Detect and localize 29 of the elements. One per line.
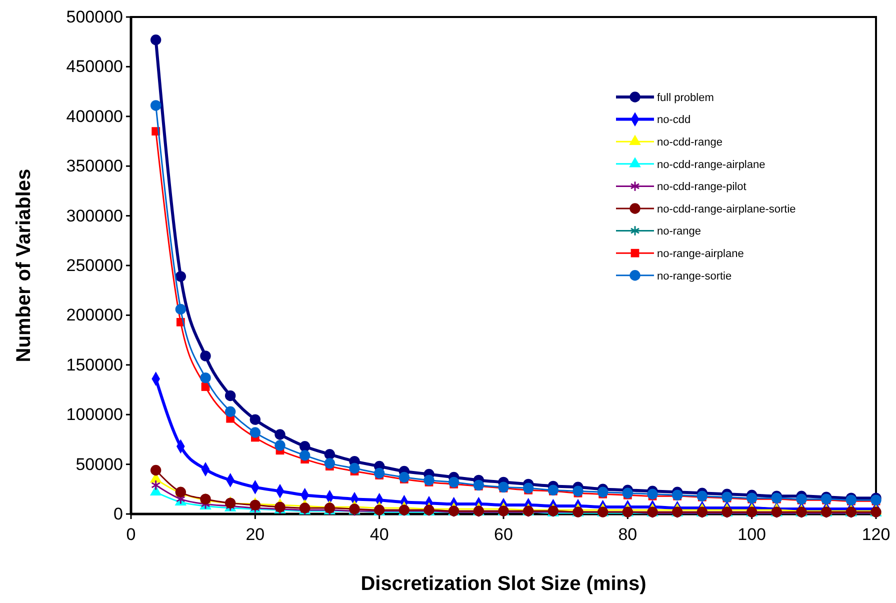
y-tick-label: 250000 (66, 256, 123, 275)
y-tick-label: 450000 (66, 57, 123, 76)
legend-label: no-cdd-range-pilot (657, 181, 746, 194)
x-tick-label: 80 (618, 524, 638, 544)
y-tick-label: 50000 (76, 454, 123, 474)
legend-label: no-range (657, 226, 702, 238)
legend-label: no-cdd-range (657, 136, 722, 148)
y-tick-label: 100000 (66, 405, 123, 424)
legend-label: full problem (657, 92, 714, 104)
x-axis-title: Discretization Slot Size (mins) (360, 573, 646, 595)
y-axis-title: Number of Variables (13, 168, 35, 362)
x-tick-label: 20 (246, 524, 265, 544)
legend-label: no-cdd-range-airplane-sortie (657, 203, 796, 216)
y-tick-label: 400000 (66, 106, 123, 126)
y-tick-label: 200000 (66, 306, 123, 325)
legend-label: no-cdd-range-airplane (657, 158, 766, 171)
x-tick-label: 0 (126, 524, 136, 544)
legend-label: no-range-sortie (657, 270, 732, 282)
legend-label: no-cdd (657, 114, 691, 126)
x-tick-label: 100 (738, 524, 766, 544)
x-tick-label: 60 (494, 524, 513, 544)
legend-label: no-range-airplane (657, 248, 744, 260)
y-tick-label: 350000 (66, 156, 123, 176)
x-tick-label: 120 (862, 524, 890, 544)
y-tick-label: 0 (114, 504, 123, 524)
y-tick-label: 300000 (66, 206, 123, 226)
y-tick-label: 150000 (66, 355, 123, 374)
x-tick-label: 40 (370, 524, 389, 544)
y-tick-label: 500000 (66, 7, 123, 26)
